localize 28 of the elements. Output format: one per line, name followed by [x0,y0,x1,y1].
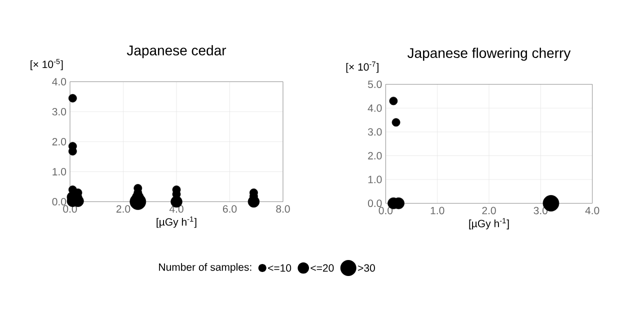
y-tick-label: 5.0 [368,80,382,88]
y-tick-label: 2.0 [52,138,66,146]
y-tick-label: 4.0 [368,104,382,112]
x-tick-label: 4.0 [169,205,184,213]
x-axis-title: [µGy h$^{-1}$] [469,218,509,230]
y-tick-label: 0.0 [368,200,382,208]
x-axis-title: [µGy h$^{-1}$] [156,216,196,228]
y-tick-label: 4.0 [52,78,66,86]
y-axis-title: [× 10$^{-5}$] [30,58,63,70]
x-tick-label: 8.0 [276,205,290,213]
legend-title: Number of samples: [159,263,252,273]
x-tick-label: 4.0 [585,206,600,214]
chart-title: Japanese flowering cherry [408,48,571,61]
y-tick-label: 1.0 [52,168,66,176]
legend-label: >30 [358,264,375,272]
y-axis-title: [× 10$^{-7}$] [346,62,378,73]
y-tick-label: 3.0 [52,108,66,116]
x-tick-label: 2.0 [482,206,496,214]
x-tick-label: 2.0 [116,205,130,213]
legend-label: <=10 [268,264,292,272]
x-tick-label: 1.0 [430,206,444,214]
y-tick-label: 0.0 [52,198,66,206]
y-tick-label: 3.0 [368,128,382,136]
y-tick-label: 2.0 [368,152,382,160]
x-tick-label: 6.0 [222,205,237,213]
chart-title: Japanese cedar [126,45,226,58]
legend-label: <=20 [310,264,334,272]
y-tick-label: 1.0 [368,176,382,184]
